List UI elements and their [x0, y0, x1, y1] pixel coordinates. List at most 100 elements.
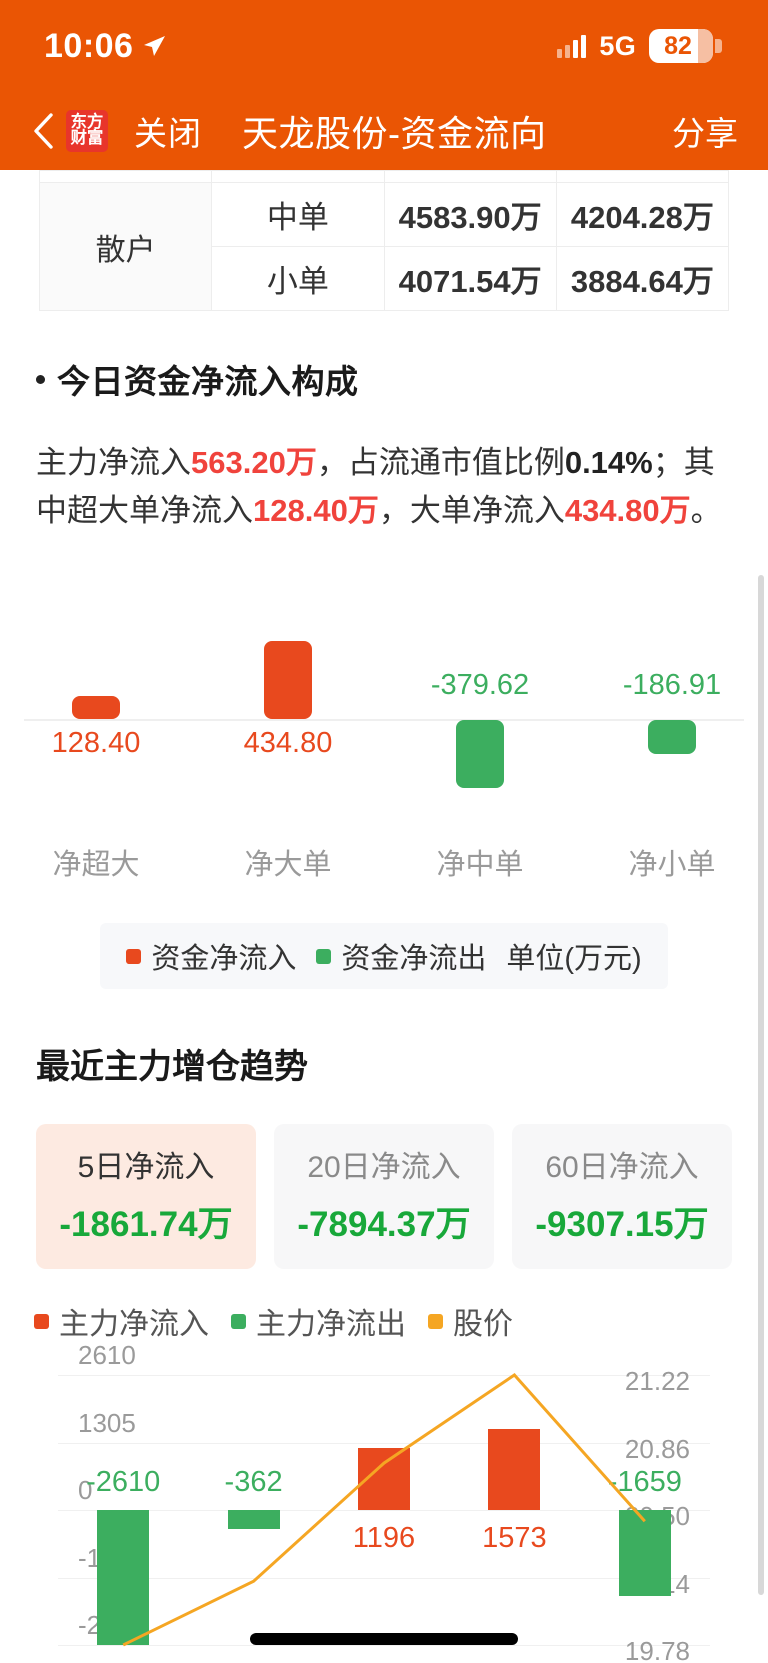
para-text-1: 主力净流入 [36, 445, 191, 480]
legend-swatch-stock-price-icon [428, 1313, 443, 1329]
today-composition-bar-chart: 128.40 净超大 434.80 净大单 -379.62 净中单 -186.91 净小单 [0, 599, 768, 929]
bar-column: -362 [188, 1357, 318, 1663]
price-polyline [122, 1373, 646, 1647]
bar-column: -1659 [580, 1357, 710, 1663]
section-title: 今日资金净流入构成 [57, 363, 359, 400]
section-heading-today-composition: 今日资金净流入构成 [36, 355, 768, 403]
bar-main-outflow [618, 1510, 671, 1596]
battery-level-label: 82 [664, 31, 692, 60]
table-row: 散户 中单 4583.90万 4204.28万 [38, 182, 730, 311]
chart2-bars: -2610 -362 1196 1573 -1659 [58, 1357, 710, 1663]
period-tabs: 5日净流入 -1861.74万 20日净流入 -7894.37万 60日净流入 … [36, 1124, 732, 1270]
bar-value-label: -379.62 [430, 669, 530, 702]
bar-inflow [72, 696, 120, 720]
tab-label: 5日净流入 [77, 1151, 215, 1185]
scroll-content[interactable]: 散户 中单 4583.90万 4204.28万 小单 4071.54万 3884… [0, 170, 768, 1663]
left-axis-tick: 2610 [78, 1340, 136, 1371]
tab-60day-netinflow[interactable]: 60日净流入 -9307.15万 [512, 1124, 732, 1270]
legend-label-main-outflow: 主力净流出 [256, 1308, 406, 1342]
vertical-scrollbar[interactable] [758, 575, 764, 1595]
share-button[interactable]: 分享 [672, 115, 738, 152]
bar-column: 434.80 净大单 [192, 599, 384, 929]
bar-value-label: -362 [224, 1466, 283, 1499]
stock-price-line [122, 1373, 646, 1647]
bar-value-label: -2610 [86, 1466, 161, 1499]
bar-column: -2610 [58, 1357, 188, 1663]
chart2-legend: 主力净流入 主力净流出 股价 [34, 1299, 768, 1343]
close-button[interactable]: 关闭 [134, 115, 202, 152]
status-bar-left: 10:06 [44, 27, 167, 66]
right-axis-tick: 21.22 [624, 1366, 690, 1397]
chart1-legend: 资金净流入 资金净流出 单位(万元) [100, 923, 668, 990]
back-button[interactable] [26, 109, 60, 153]
bar-outflow [456, 720, 504, 789]
summary-paragraph: 主力净流入563.20万，占流通市值比例0.14%；其中超大单净流入128.40… [36, 439, 732, 535]
para-value-main-netinflow: 563.20万 [191, 445, 317, 480]
gridline [58, 1577, 710, 1579]
bullet-dot-icon [36, 374, 45, 384]
tab-5day-netinflow[interactable]: 5日净流入 -1861.74万 [36, 1124, 256, 1270]
bar-value-label: 1196 [352, 1522, 416, 1555]
table-cell-inflow: 4071.54万 [383, 246, 557, 311]
bar-value-label: 128.40 [51, 727, 141, 760]
legend-item-main-inflow: 主力净流入 [34, 1299, 209, 1343]
zero-axis-line [24, 719, 744, 722]
bar-category-label: 净小单 [628, 849, 716, 882]
legend-unit-label: 单位(万元) [506, 943, 642, 976]
legend-swatch-outflow-icon [316, 948, 332, 964]
para-value-super-large: 128.40万 [253, 493, 379, 529]
right-axis-tick: 19.78 [624, 1636, 690, 1663]
tab-20day-netinflow[interactable]: 20日净流入 -7894.37万 [274, 1124, 494, 1270]
para-value-market-ratio: 0.14% [564, 445, 653, 480]
legend-swatch-main-outflow-icon [231, 1313, 246, 1329]
para-text-4: ，大单净流入 [378, 493, 565, 529]
fund-flow-table: 散户 中单 4583.90万 4204.28万 小单 4071.54万 3884… [38, 170, 730, 311]
location-arrow-icon [141, 33, 167, 59]
page-title: 天龙股份-资金流向 [242, 113, 547, 154]
network-type-label: 5G [599, 30, 636, 61]
legend-label-inflow: 资金净流入 [151, 943, 297, 976]
bar-value-label: -186.91 [622, 669, 722, 702]
gridline [58, 1645, 710, 1647]
logo-line-1: 东方 [70, 113, 104, 132]
table-cell-outflow: 3884.64万 [555, 246, 730, 311]
legend-label-outflow: 资金净流出 [341, 943, 487, 976]
table-cell-outflow: 4204.28万 [555, 182, 730, 247]
bar-value-label: 1573 [482, 1522, 547, 1555]
legend-swatch-main-inflow-icon [34, 1313, 49, 1329]
bar-category-label: 净大单 [244, 849, 332, 882]
logo-line-2: 财富 [70, 129, 104, 148]
legend-label-main-inflow: 主力净流入 [59, 1308, 209, 1342]
x-axis-label: 05-08 [600, 1659, 669, 1663]
table-group-label: 散户 [38, 182, 213, 311]
status-time: 10:06 [44, 26, 134, 65]
tab-value: -7894.37万 [297, 1205, 471, 1245]
recent-trend-chart: 261021.22130520.86020.50-130520.14-26101… [0, 1340, 768, 1663]
gridline [58, 1442, 710, 1444]
x-axis-label: 04-29 [92, 1659, 161, 1663]
bar-main-outflow [227, 1510, 280, 1529]
table-cell-subtype: 小单 [211, 246, 385, 311]
left-axis-tick: 1305 [78, 1407, 136, 1438]
gridline [58, 1375, 710, 1377]
bar-column: -186.91 净小单 [576, 599, 768, 929]
nav-bar: 东方 财富 关闭 天龙股份-资金流向 分享 [0, 92, 768, 170]
bar-column: 128.40 净超大 [0, 599, 192, 929]
tab-label: 60日净流入 [545, 1151, 699, 1185]
table-cell-subtype: 中单 [211, 182, 385, 247]
bar-column: 1573 [449, 1357, 579, 1663]
bar-category-label: 净超大 [52, 849, 140, 882]
para-text-5: 。 [690, 493, 722, 529]
table-row-clipped [38, 170, 730, 183]
bar-column: 1196 [319, 1357, 449, 1663]
tab-value: -9307.15万 [535, 1205, 709, 1245]
legend-item-stock-price: 股价 [428, 1299, 513, 1343]
table-cell-inflow: 4583.90万 [383, 182, 557, 247]
legend-swatch-inflow-icon [126, 948, 142, 964]
left-axis-tick: 0 [78, 1475, 93, 1506]
tab-value: -1861.74万 [59, 1205, 233, 1245]
legend-item-outflow: 资金净流出 [316, 935, 486, 977]
eastmoney-logo[interactable]: 东方 财富 [66, 110, 108, 152]
para-text-3: ；其中超大单净流入 [36, 445, 715, 529]
